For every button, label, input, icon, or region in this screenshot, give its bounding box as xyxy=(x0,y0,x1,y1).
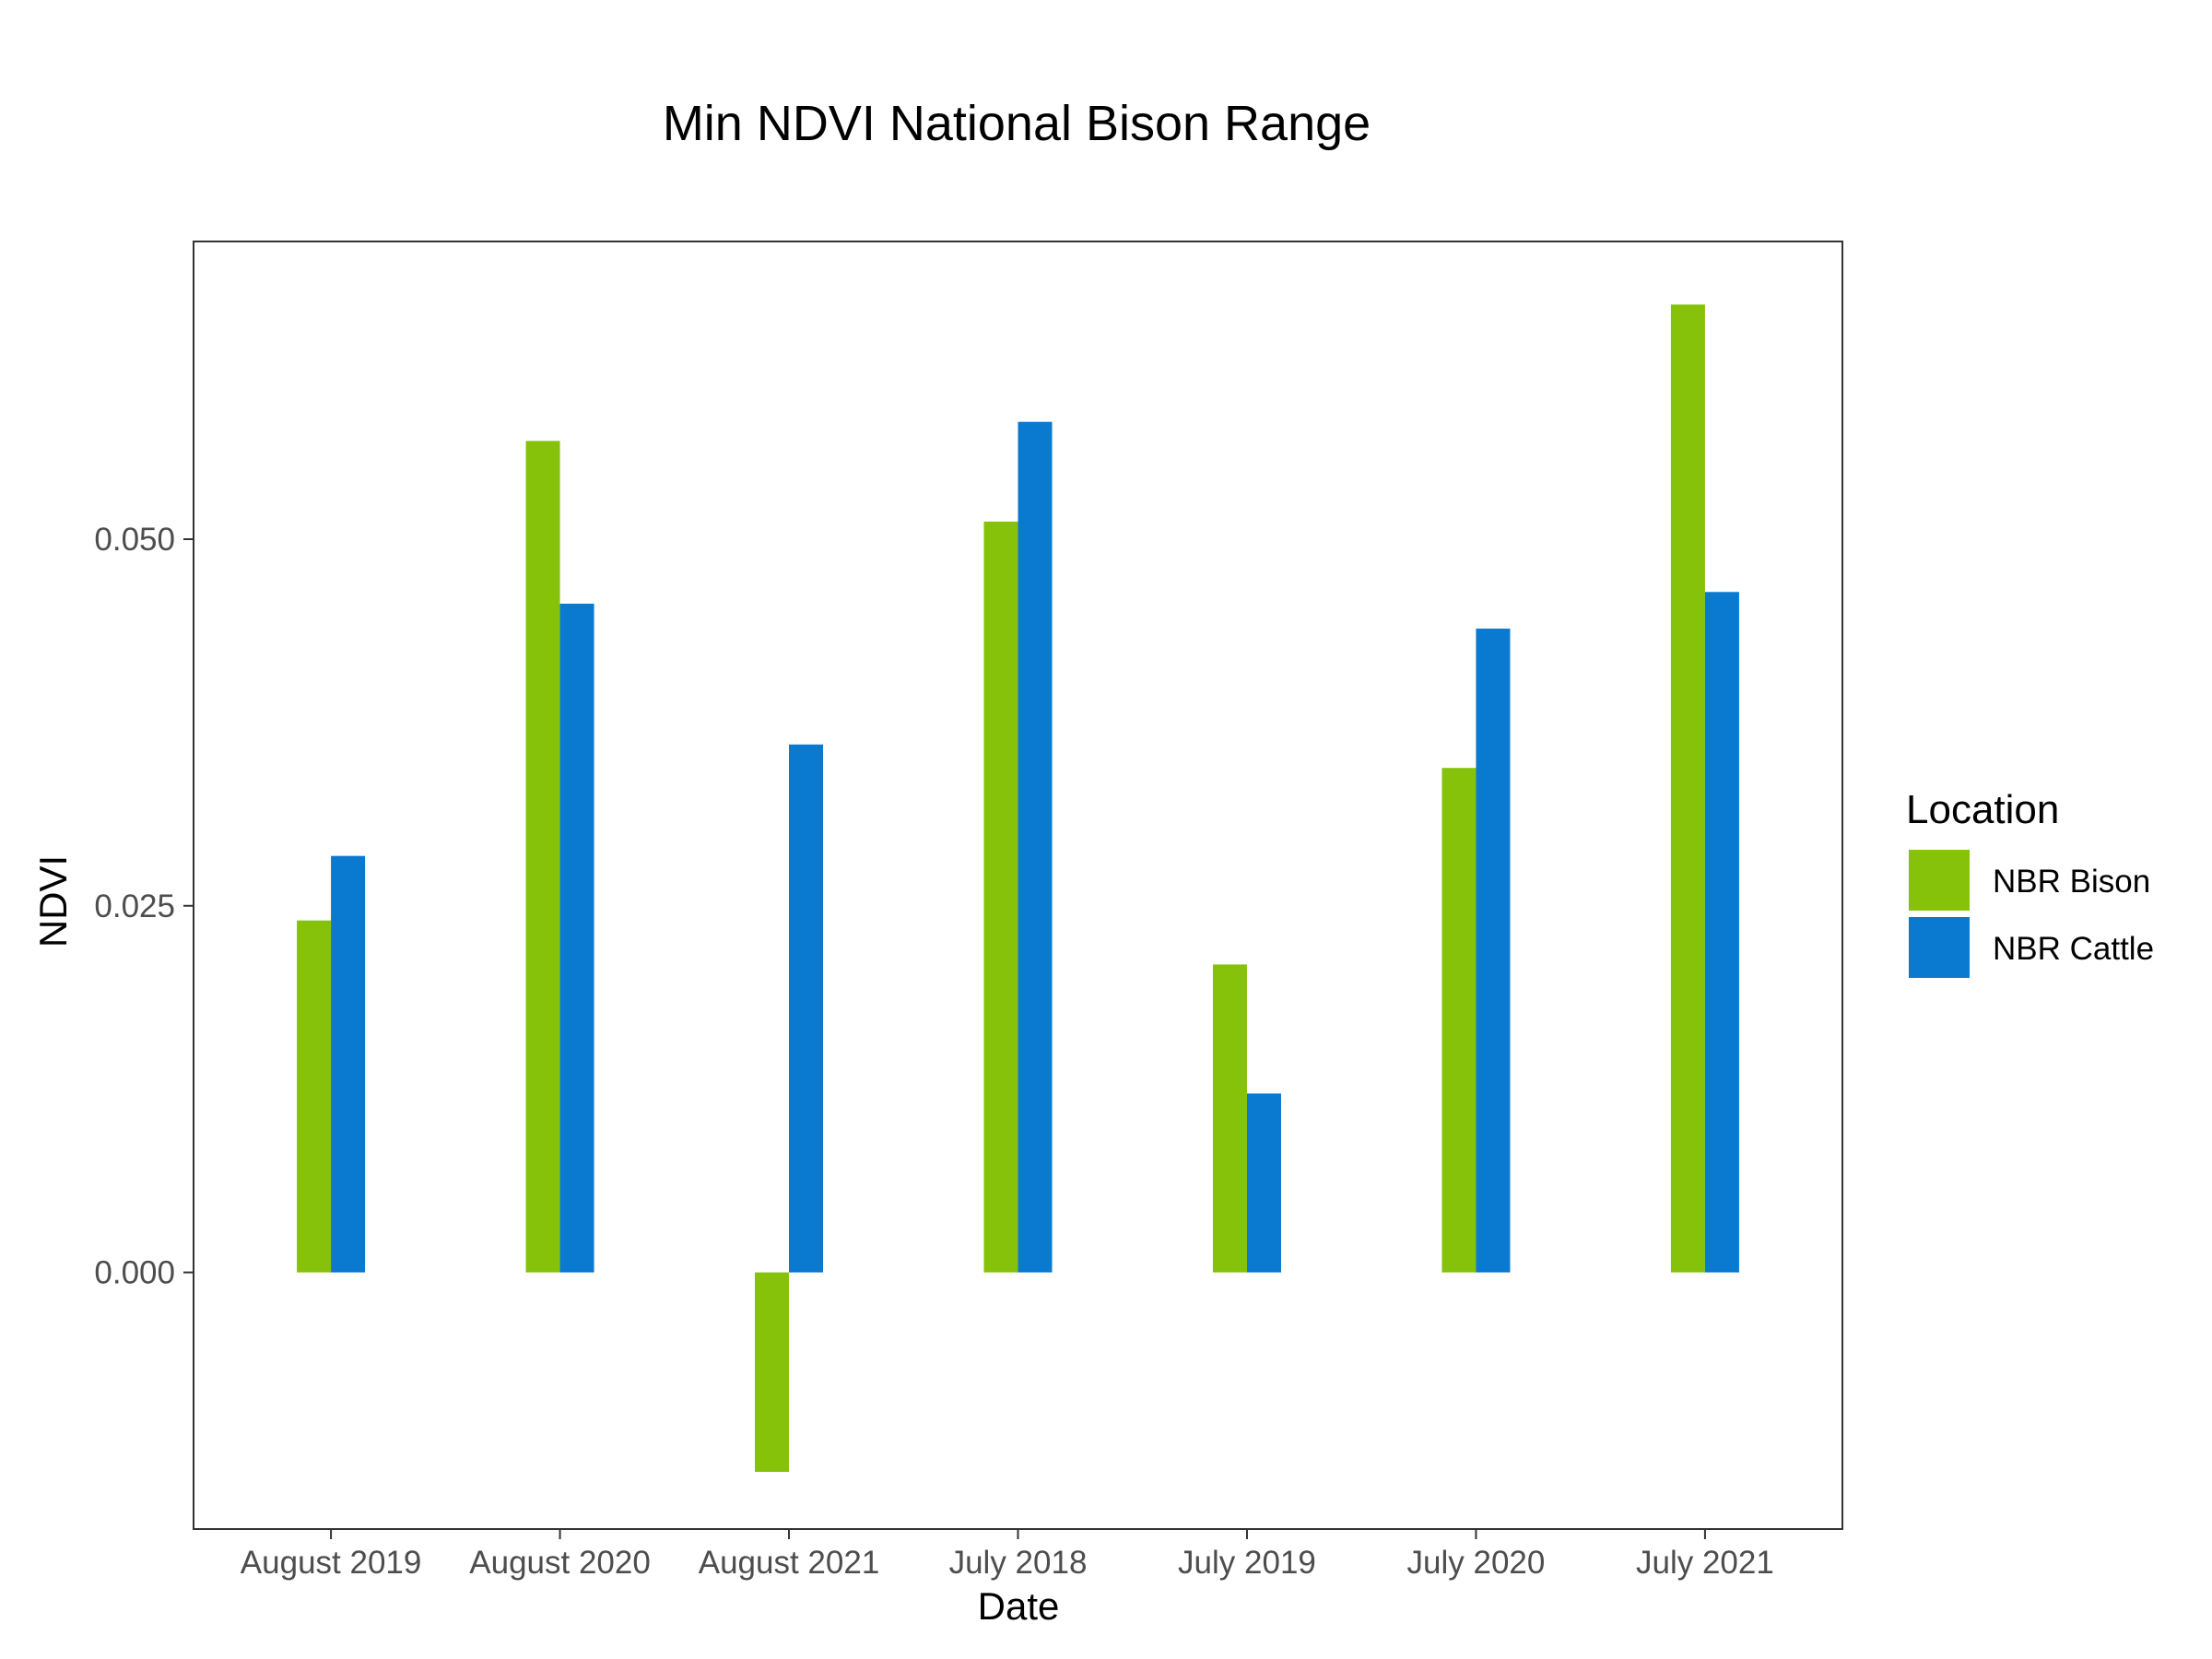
bar-nbr-cattle-august-2020 xyxy=(559,604,594,1273)
x-tick-label: August 2019 xyxy=(241,1545,422,1581)
bar-nbr-cattle-july-2018 xyxy=(1018,421,1053,1273)
y-tick-label: 0.000 xyxy=(94,1255,175,1291)
x-tick-label: July 2018 xyxy=(949,1545,1088,1581)
bar-nbr-bison-august-2020 xyxy=(525,441,560,1273)
y-axis-title: NDVI xyxy=(31,855,75,947)
bar-nbr-cattle-august-2019 xyxy=(331,855,366,1273)
x-tick-label: July 2020 xyxy=(1407,1545,1546,1581)
bar-nbr-cattle-august-2021 xyxy=(789,744,824,1273)
legend-swatch-nbr-bison xyxy=(1909,850,1970,911)
y-tick-label: 0.025 xyxy=(94,888,175,924)
x-tick-label: August 2020 xyxy=(469,1545,651,1581)
chart-title: Min NDVI National Bison Range xyxy=(663,96,1371,151)
bar-nbr-cattle-july-2021 xyxy=(1704,592,1739,1273)
bar-nbr-bison-august-2019 xyxy=(297,920,332,1273)
legend-title: Location xyxy=(1906,787,2059,832)
x-tick-label: July 2021 xyxy=(1636,1545,1774,1581)
x-axis: August 2019 August 2020 August 2021 July 20… xyxy=(241,1529,1774,1581)
x-tick-label: August 2021 xyxy=(699,1545,880,1581)
bar-nbr-cattle-july-2020 xyxy=(1476,629,1511,1273)
y-axis: 0.000 0.025 0.050 xyxy=(94,522,194,1291)
legend-label-nbr-bison: NBR Bison xyxy=(1993,864,2150,900)
bar-nbr-cattle-july-2019 xyxy=(1246,1093,1281,1273)
bar-nbr-bison-august-2021 xyxy=(755,1272,790,1472)
bar-group xyxy=(297,304,1739,1472)
bar-nbr-bison-july-2020 xyxy=(1441,768,1477,1273)
legend-label-nbr-cattle: NBR Cattle xyxy=(1993,931,2154,967)
bar-nbr-bison-july-2019 xyxy=(1212,964,1247,1273)
legend: Location NBR Bison NBR Cattle xyxy=(1906,787,2154,978)
legend-swatch-nbr-cattle xyxy=(1909,917,1970,978)
x-tick-label: July 2019 xyxy=(1178,1545,1316,1581)
y-tick-label: 0.050 xyxy=(94,522,175,558)
bar-nbr-bison-july-2021 xyxy=(1670,304,1705,1273)
bar-nbr-bison-july-2018 xyxy=(983,521,1018,1273)
x-axis-title: Date xyxy=(978,1584,1060,1628)
